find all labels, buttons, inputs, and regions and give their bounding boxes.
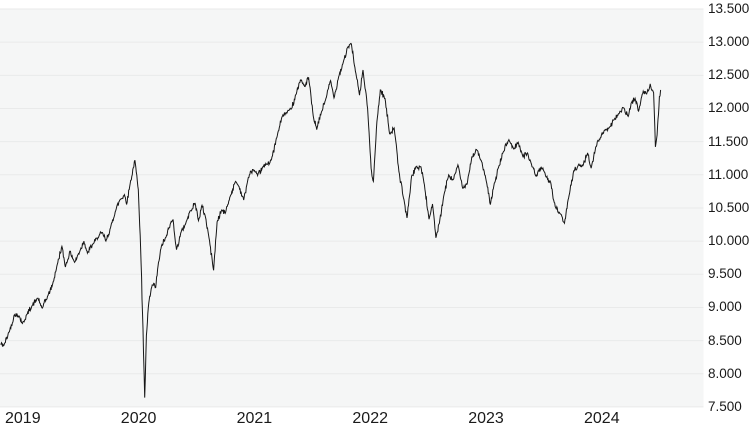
price-line: [0, 42, 662, 398]
